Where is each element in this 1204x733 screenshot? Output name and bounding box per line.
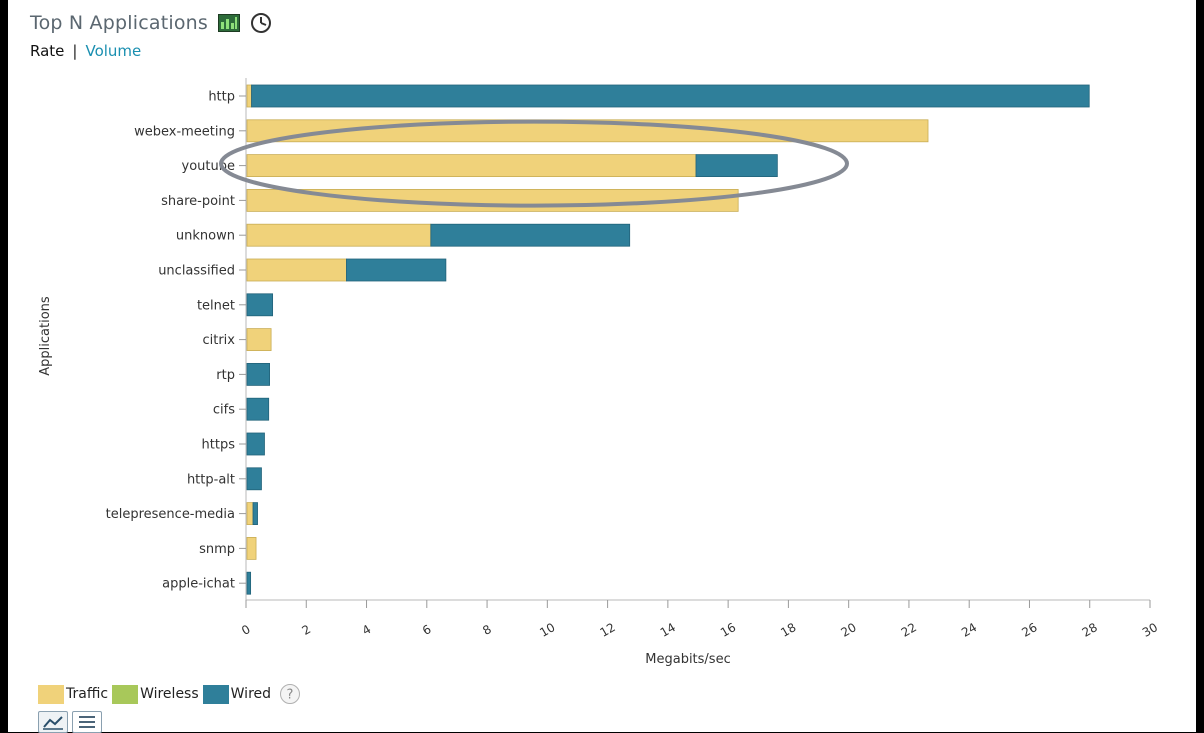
- bar-segment: [246, 571, 252, 595]
- view-toggle: [38, 711, 102, 733]
- y-tick-label: share-point: [161, 194, 235, 209]
- x-tick-label: 14: [658, 620, 678, 640]
- bar-chart: httpwebex-meetingyoutubeshare-pointunkno…: [38, 78, 1160, 667]
- x-tick-label: 18: [778, 620, 798, 640]
- y-tick-label: unknown: [176, 229, 235, 244]
- x-tick-label: 22: [899, 620, 919, 640]
- svg-text:?: ?: [287, 688, 294, 703]
- x-tick-label: 8: [480, 622, 494, 638]
- bar-segment: [246, 223, 432, 247]
- x-tick-label: 12: [597, 620, 617, 640]
- legend-swatch-wireless: [112, 684, 139, 704]
- bar-segment: [246, 467, 262, 491]
- page-title: Top N Applications: [30, 12, 209, 34]
- title-row: Top N Applications: [30, 9, 272, 37]
- tab-separator: |: [72, 42, 78, 60]
- line-chart-view-button[interactable]: [38, 711, 68, 733]
- bar-segment: [430, 223, 631, 247]
- y-axis-title: Applications: [38, 296, 53, 376]
- bar-segment: [252, 502, 258, 526]
- legend-swatch-traffic: [38, 684, 64, 704]
- bar-segment: [246, 397, 270, 421]
- legend: Traffic Wireless Wired ?: [38, 683, 301, 705]
- legend-item-wired: Wired: [202, 684, 272, 704]
- y-tick-label: apple-ichat: [162, 577, 235, 592]
- chart-panel: Top N Applications Rate | Volume http web…: [8, 0, 1196, 733]
- x-tick-label: 26: [1019, 620, 1039, 640]
- x-axis-title: Megabits/sec: [645, 652, 730, 667]
- y-tick-label: snmp: [199, 542, 235, 557]
- bar-segment: [246, 154, 697, 178]
- highlight-annotation: [219, 119, 849, 208]
- bar-segment: [246, 293, 274, 317]
- x-tick-label: 6: [420, 622, 434, 638]
- bar-segment: [246, 432, 265, 456]
- x-tick-label: 20: [839, 620, 859, 640]
- x-tick-label: 2: [299, 622, 313, 638]
- y-tick-label: rtp: [216, 368, 235, 383]
- x-tick-label: 28: [1080, 620, 1100, 640]
- bar-segment: [246, 84, 252, 108]
- tab-volume[interactable]: Volume: [85, 42, 142, 60]
- x-tick-label: 16: [718, 620, 738, 640]
- table-view-button[interactable]: [72, 711, 102, 733]
- x-tick-label: 4: [360, 622, 374, 638]
- legend-label-wired: Wired: [230, 686, 272, 702]
- bar-segment: [246, 328, 272, 352]
- bar-segment: [246, 362, 271, 386]
- x-tick-label: 24: [959, 620, 979, 640]
- bar-segment: [695, 154, 778, 178]
- y-tick-label: http: [208, 90, 235, 105]
- line-chart-icon: [43, 716, 63, 730]
- bar-segment: [346, 258, 447, 282]
- legend-item-traffic: Traffic: [38, 684, 109, 704]
- y-tick-label: webex-meeting: [134, 124, 235, 139]
- bar-segment: [246, 502, 254, 526]
- y-tick-label: http-alt: [187, 472, 235, 487]
- y-tick-label: citrix: [202, 333, 235, 348]
- bar-segment: [251, 84, 1090, 108]
- bar-segment: [246, 537, 257, 560]
- x-tick-label: 30: [1140, 620, 1160, 640]
- legend-item-wireless: Wireless: [112, 684, 199, 704]
- clock-icon[interactable]: [250, 12, 272, 34]
- y-tick-label: telnet: [197, 298, 235, 313]
- tab-rate[interactable]: Rate: [30, 42, 65, 60]
- help-icon[interactable]: ?: [279, 683, 301, 705]
- chart-icon[interactable]: [218, 14, 241, 32]
- y-tick-label: telepresence-media: [106, 507, 235, 522]
- x-tick-label: 10: [537, 620, 557, 640]
- tabs: Rate | Volume: [30, 42, 141, 60]
- y-tick-label: cifs: [213, 403, 235, 418]
- legend-swatch-wired: [202, 684, 229, 704]
- list-icon: [79, 716, 95, 728]
- legend-label-traffic: Traffic: [66, 686, 109, 702]
- bar-segment: [246, 258, 347, 282]
- x-tick-label: 0: [239, 622, 253, 638]
- y-tick-label: unclassified: [158, 264, 235, 279]
- legend-label-wireless: Wireless: [140, 686, 199, 702]
- y-tick-label: https: [202, 438, 236, 453]
